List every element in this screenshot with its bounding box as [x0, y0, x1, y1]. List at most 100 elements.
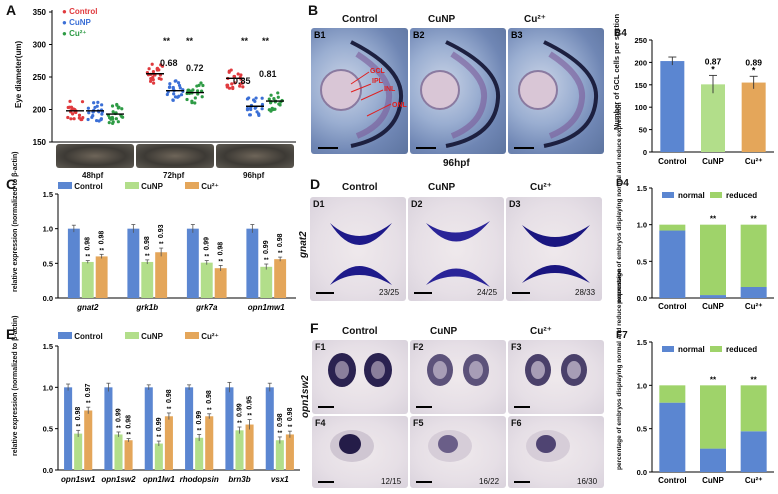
- ratio-label: 0.98: [277, 233, 284, 247]
- b2-label: B2: [413, 30, 425, 40]
- a-ytick-label: 200: [33, 106, 47, 115]
- b3-label: B3: [511, 30, 523, 40]
- f2-label: F2: [413, 342, 424, 352]
- a-data-point: [197, 83, 201, 87]
- a-data-point: [148, 79, 153, 83]
- ytick-label: 0.5: [43, 259, 53, 268]
- legend-swatch-reduced: [710, 192, 722, 198]
- bar-normal: [700, 448, 726, 472]
- significance-label: **: [159, 242, 164, 248]
- f6-wish-image: [508, 416, 604, 488]
- a-sig-72-cu: **: [186, 36, 194, 46]
- f2-wish-image: [410, 340, 506, 414]
- ytick-label: 0.0: [637, 294, 647, 303]
- b-layer-ipl: IPL: [372, 78, 383, 85]
- f4-label: F4: [315, 418, 326, 428]
- ytick-label: 1.0: [43, 383, 53, 392]
- f6-count: 16/30: [577, 477, 598, 486]
- a-data-point: [165, 92, 169, 97]
- a-data-point: [71, 112, 75, 116]
- ratio-label: 0.99: [204, 237, 211, 251]
- d2-count: 24/25: [477, 288, 498, 297]
- a-data-point: [249, 107, 253, 112]
- ytick-label: 100: [634, 103, 647, 112]
- a-data-point: [68, 99, 72, 103]
- bar-normal: [659, 402, 686, 472]
- a-ratio-96-cu: 0.81: [259, 69, 277, 79]
- a-data-point: [277, 102, 281, 106]
- c-legend-control: Control: [74, 182, 103, 191]
- ratio-label: 0.99: [156, 417, 163, 431]
- a-ytick-label: 250: [33, 73, 47, 82]
- ytick-label: 0.0: [43, 466, 53, 475]
- category-label: CuNP: [702, 302, 724, 311]
- d3-wish-image: [506, 197, 602, 301]
- ratio-label: 0.87: [705, 56, 722, 66]
- bar-cunp: [260, 266, 273, 298]
- bar-cunp: [114, 434, 123, 470]
- ytick-label: 200: [634, 58, 647, 67]
- f-title-control: Control: [342, 326, 378, 337]
- a-data-point: [177, 83, 182, 88]
- bar-cu: [205, 416, 214, 470]
- bar-normal: [740, 287, 767, 298]
- significance-label: **: [277, 431, 282, 437]
- scale-bar: [514, 481, 530, 483]
- bar-cu: [124, 440, 133, 470]
- a-data-point: [267, 97, 271, 101]
- a-data-point: [151, 78, 155, 82]
- a-ratio-72-cu: 0.72: [186, 63, 204, 73]
- a-data-point: [269, 93, 273, 97]
- ratio-label: 0.99: [263, 240, 270, 254]
- b-layer-onl: ONL: [392, 102, 407, 109]
- scale-bar: [512, 292, 530, 294]
- eye-photo-96hpf: [216, 144, 294, 168]
- ytick-label: 1.0: [43, 225, 53, 234]
- bar-control: [225, 387, 234, 470]
- a-data-point: [114, 117, 118, 121]
- a-data-point: [77, 113, 82, 117]
- ratio-label: 0.98: [206, 390, 213, 404]
- ratio-label: 0.95: [247, 396, 254, 410]
- panel-label-f: F: [310, 320, 319, 336]
- f5-wish-image: [410, 416, 506, 488]
- a-data-point: [92, 101, 96, 105]
- bar-control: [246, 228, 259, 298]
- b2-histology-image: [410, 28, 506, 154]
- bar-0: [660, 61, 685, 152]
- significance-label: **: [156, 435, 161, 441]
- category-label: opn1lw1: [143, 475, 176, 484]
- bar-control: [127, 228, 140, 298]
- a-data-point: [74, 110, 78, 115]
- significance-label: **: [116, 426, 121, 432]
- legend-normal: normal: [678, 345, 705, 354]
- category-label: rhodopsin: [180, 475, 219, 484]
- a-data-point: [236, 72, 240, 76]
- bar-reduced: [659, 224, 686, 231]
- a-data-point: [200, 95, 204, 99]
- a-data-point: [231, 85, 235, 89]
- a-data-point: [80, 117, 84, 122]
- scale-bar: [416, 147, 436, 149]
- a-data-point: [276, 95, 280, 99]
- scale-bar: [514, 406, 530, 408]
- bar-cu: [214, 268, 227, 298]
- category-label: Control: [658, 157, 686, 166]
- a-data-point: [157, 68, 161, 72]
- bar-normal: [659, 230, 686, 298]
- bar-normal: [700, 295, 726, 298]
- a-data-point: [260, 102, 265, 107]
- legend-swatch-normal: [662, 192, 674, 198]
- a-data-point: [268, 101, 273, 105]
- panel-label-d: D: [310, 176, 321, 192]
- a-data-point: [201, 83, 205, 88]
- bar-cunp: [200, 262, 213, 298]
- legend-dot-icon: ●: [62, 29, 67, 38]
- scale-bar: [318, 406, 334, 408]
- f3-wish-image: [508, 340, 604, 414]
- scale-bar: [416, 481, 432, 483]
- ratio-label: 0.99: [237, 403, 244, 417]
- ratio-label: 0.98: [144, 236, 151, 250]
- legend-swatch-normal: [662, 346, 674, 352]
